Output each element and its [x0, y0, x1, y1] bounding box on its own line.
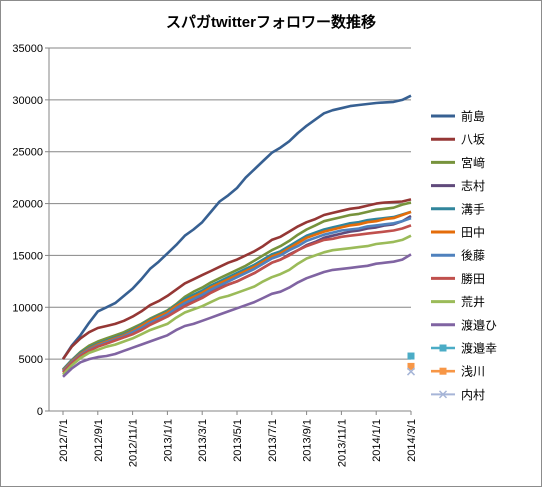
chart-title: スパガtwitterフォロワー数推移 — [165, 14, 376, 31]
legend-swatch-marker — [439, 344, 447, 352]
series-line-7 — [62, 224, 412, 374]
x-tick-label: 2012/7/1 — [58, 419, 70, 462]
x-tick-label: 2014/1/1 — [371, 419, 383, 462]
data-point-marker — [406, 367, 416, 376]
series-lines — [61, 94, 412, 378]
y-tick-label: 20000 — [12, 199, 43, 211]
legend-label: 田中 — [461, 225, 485, 240]
series-markers — [406, 352, 416, 376]
x-tick-labels: 2012/7/1 2012/9/1 2012/11/1 2013/1/1 2013/3/… — [58, 419, 418, 467]
x-tick-label: 2013/1/1 — [162, 419, 174, 462]
legend-label: 内村 — [461, 388, 485, 402]
legend-label: 荒井 — [461, 295, 485, 309]
y-tick-label: 0 — [37, 406, 43, 418]
x-tick-label: 2012/11/1 — [128, 419, 140, 467]
data-point-marker — [407, 362, 415, 370]
legend-label: 後藤 — [461, 249, 485, 263]
legend-label: 前島 — [461, 109, 485, 124]
x-tick-label: 2013/7/1 — [267, 419, 279, 462]
series-line-9 — [62, 253, 412, 378]
series-line-0 — [61, 94, 412, 360]
y-tick-label: 5000 — [19, 354, 43, 366]
x-tick-label: 2013/5/1 — [232, 419, 244, 462]
legend-label: 渡邉幸 — [461, 341, 497, 356]
legend-label: 八坂 — [461, 133, 485, 147]
x-tick-label: 2013/11/1 — [336, 419, 348, 467]
series-line-8 — [62, 234, 412, 376]
series-line-1 — [61, 198, 412, 360]
y-tick-labels: 0 5000 10000 15000 20000 25000 30000 35000 — [12, 43, 43, 418]
grid-lines — [49, 47, 411, 360]
legend-label: 志村 — [461, 179, 485, 193]
x-tick-label: 2012/9/1 — [93, 419, 105, 462]
y-tick-label: 35000 — [12, 43, 43, 55]
x-tick-label: 2013/3/1 — [197, 419, 209, 462]
y-tick-label: 15000 — [12, 250, 43, 262]
legend-label: 溝手 — [461, 202, 485, 216]
legend-label: 渡邉ひ — [461, 317, 497, 332]
legend-swatch-marker — [438, 390, 448, 399]
x-tick-label: 2013/9/1 — [302, 419, 314, 462]
y-tick-label: 25000 — [12, 147, 43, 159]
y-tick-label: 30000 — [12, 95, 43, 107]
series-line-2 — [62, 201, 412, 371]
legend-swatch-marker — [439, 367, 447, 375]
legend-label: 浅川 — [461, 365, 485, 379]
y-tick-label: 10000 — [12, 302, 43, 314]
legend-label: 勝田 — [461, 271, 485, 286]
axes — [45, 47, 412, 415]
legend-label: 宮﨑 — [461, 155, 485, 170]
x-tick-label: 2014/3/1 — [406, 419, 418, 462]
data-point-marker — [407, 352, 415, 360]
series-line-6 — [62, 216, 412, 373]
